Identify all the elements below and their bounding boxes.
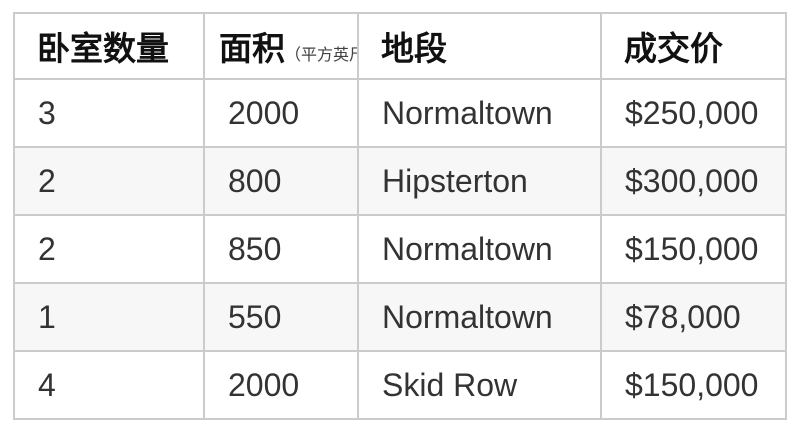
cell-neighborhood: Normaltown (357, 214, 602, 284)
header-cell-price: 成交价 (600, 12, 787, 80)
cell-area: 550 (203, 282, 359, 352)
cell-area: 850 (203, 214, 359, 284)
cell-bedrooms: 3 (13, 78, 205, 148)
table-row: 3 2000 Normaltown $250,000 (13, 78, 787, 148)
cell-price: $250,000 (600, 78, 787, 148)
header-cell-area: 面积（平方英尺） (203, 12, 359, 80)
cell-price: $300,000 (600, 146, 787, 216)
cell-bedrooms: 4 (13, 350, 205, 420)
cell-price: $150,000 (600, 214, 787, 284)
header-cell-neighborhood: 地段 (357, 12, 602, 80)
header-cell-area-unit: （平方英尺） (285, 47, 356, 64)
cell-bedrooms: 2 (13, 214, 205, 284)
cell-area: 800 (203, 146, 359, 216)
cell-bedrooms: 1 (13, 282, 205, 352)
cell-bedrooms: 2 (13, 146, 205, 216)
housing-table-container: 卧室数量 面积（平方英尺） 地段 成交价 3 2000 Normaltown $… (13, 12, 787, 420)
table-row: 2 800 Hipsterton $300,000 (13, 146, 787, 216)
cell-price: $78,000 (600, 282, 787, 352)
cell-neighborhood: Normaltown (357, 78, 602, 148)
table-body: 3 2000 Normaltown $250,000 2 800 Hipster… (13, 78, 787, 420)
cell-area: 2000 (203, 350, 359, 420)
table-row: 2 850 Normaltown $150,000 (13, 214, 787, 284)
cell-price: $150,000 (600, 350, 787, 420)
cell-area: 2000 (203, 78, 359, 148)
table-row: 4 2000 Skid Row $150,000 (13, 350, 787, 420)
cell-neighborhood: Normaltown (357, 282, 602, 352)
housing-data-table: 卧室数量 面积（平方英尺） 地段 成交价 3 2000 Normaltown $… (13, 12, 787, 420)
header-cell-bedrooms: 卧室数量 (13, 12, 205, 80)
cell-neighborhood: Hipsterton (357, 146, 602, 216)
header-cell-area-label: 面积 (219, 30, 285, 67)
header-row: 卧室数量 面积（平方英尺） 地段 成交价 (13, 12, 787, 80)
cell-neighborhood: Skid Row (357, 350, 602, 420)
table-header: 卧室数量 面积（平方英尺） 地段 成交价 (13, 12, 787, 80)
table-row: 1 550 Normaltown $78,000 (13, 282, 787, 352)
